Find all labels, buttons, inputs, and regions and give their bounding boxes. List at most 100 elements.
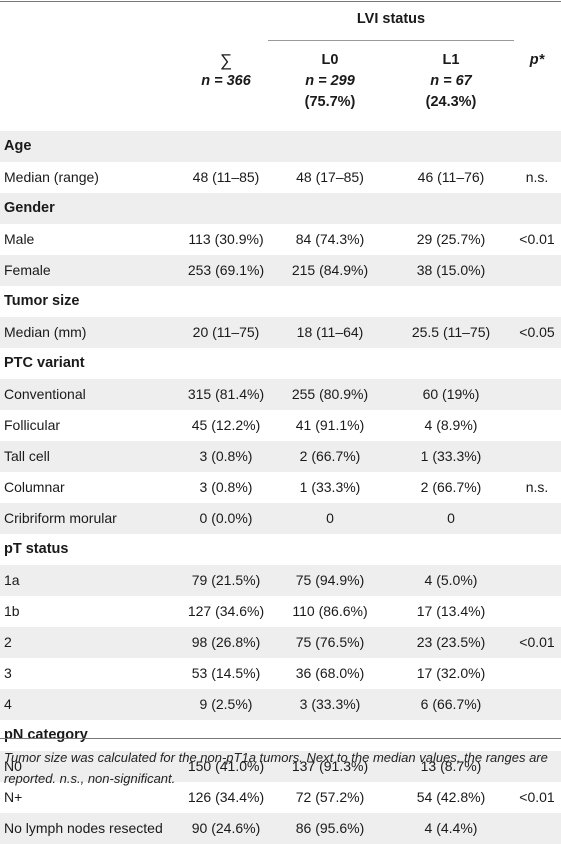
table-row: Follicular 45 (12.2%) 41 (91.1%) 4 (8.9%) <box>0 410 561 441</box>
l0-cell: 75 (76.5%) <box>295 634 365 650</box>
row-label: 4 <box>4 696 12 712</box>
bottom-rule <box>0 738 561 739</box>
table-row: Median (range) 48 (11–85) 48 (17–85) 46 (11… <box>0 162 561 193</box>
total-cell: 315 (81.4%) <box>187 386 265 402</box>
l1-cell: 2 (66.7%) <box>420 479 482 495</box>
total-n: n = 366 <box>201 73 251 89</box>
l0-cell: 255 (80.9%) <box>291 386 369 402</box>
l1-cell: 17 (13.4%) <box>416 603 486 619</box>
p-value-cell <box>514 689 560 720</box>
l1-cell: 23 (23.5%) <box>416 634 486 650</box>
l0-cell: 215 (84.9%) <box>291 262 369 278</box>
section-header-row: Age <box>0 131 561 162</box>
total-cell: 253 (69.1%) <box>187 262 265 278</box>
lvi-status-underline <box>268 40 514 41</box>
row-label: Median (range) <box>4 169 99 185</box>
table-row: Cribriform morular 0 (0.0%) 0 0 <box>0 503 561 534</box>
total-cell: 20 (11–75) <box>192 324 260 340</box>
l0-cell: 3 (33.3%) <box>299 696 361 712</box>
l1-cell: 17 (32.0%) <box>416 665 486 681</box>
p-value-cell: n.s. <box>525 479 549 495</box>
lvi-status-header: LVI status <box>356 11 426 27</box>
total-cell: 0 (0.0%) <box>199 510 253 526</box>
p-value-cell <box>514 813 560 844</box>
row-label: Conventional <box>4 386 86 402</box>
row-label: Columnar <box>4 479 65 495</box>
l0-cell: 41 (91.1%) <box>295 417 365 433</box>
top-rule <box>0 1 561 2</box>
total-cell: 3 (0.8%) <box>199 448 253 464</box>
row-label: Tall cell <box>4 448 50 464</box>
section-label: Age <box>4 138 32 154</box>
row-label: 1a <box>4 572 20 588</box>
section-header-row: PTC variant <box>0 348 561 379</box>
p-value-cell: n.s. <box>525 169 549 185</box>
total-cell: 90 (24.6%) <box>191 820 261 836</box>
l1-cell: 4 (8.9%) <box>424 417 478 433</box>
row-label: Female <box>4 262 51 278</box>
l1-cell: 60 (19%) <box>422 386 480 402</box>
l1-cell: 0 <box>447 510 455 526</box>
p-value-cell <box>514 441 560 472</box>
table-row: Tall cell 3 (0.8%) 2 (66.7%) 1 (33.3%) <box>0 441 561 472</box>
total-cell: 45 (12.2%) <box>191 417 261 433</box>
row-label: Cribriform morular <box>4 510 117 526</box>
total-cell: 3 (0.8%) <box>199 479 253 495</box>
l0-cell: 48 (17–85) <box>296 169 364 185</box>
l1-header: L1 <box>442 52 460 68</box>
section-label: PTC variant <box>4 355 85 371</box>
l1-percent: (24.3%) <box>425 94 477 110</box>
total-symbol: ∑ <box>219 51 233 70</box>
p-value-cell <box>514 503 560 534</box>
row-label: Male <box>4 231 35 247</box>
l0-cell: 0 <box>326 510 334 526</box>
table-row: Conventional 315 (81.4%) 255 (80.9%) 60 (19… <box>0 379 561 410</box>
l0-n: n = 299 <box>305 73 355 89</box>
l0-cell: 137 (91.3%) <box>291 758 369 774</box>
l0-cell: 18 (11–64) <box>296 324 364 340</box>
row-label: N0 <box>4 758 22 774</box>
p-value-cell <box>514 565 560 596</box>
l0-cell: 2 (66.7%) <box>299 448 361 464</box>
p-value-cell <box>514 410 560 441</box>
row-label: No lymph nodes resected <box>4 820 163 836</box>
section-header-row: Tumor size <box>0 286 561 317</box>
p-value-cell <box>514 596 560 627</box>
table-footnote: Tumor size was calculated for the non-pT… <box>4 750 548 786</box>
row-label: 1b <box>4 603 20 619</box>
section-label: pT status <box>4 541 69 557</box>
row-label: 3 <box>4 665 12 681</box>
l0-percent: (75.7%) <box>304 94 356 110</box>
total-cell: 48 (11–85) <box>192 169 260 185</box>
p-value-cell <box>514 379 560 410</box>
total-cell: 127 (34.6%) <box>187 603 265 619</box>
l1-cell: 6 (66.7%) <box>420 696 482 712</box>
l1-cell: 1 (33.3%) <box>420 448 482 464</box>
total-cell: 53 (14.5%) <box>191 665 261 681</box>
l0-header: L0 <box>321 52 339 68</box>
table-row: Female 253 (69.1%) 215 (84.9%) 38 (15.0%) <box>0 255 561 286</box>
p-value-cell <box>514 255 560 286</box>
l1-cell: 4 (5.0%) <box>424 572 478 588</box>
table-row: N0 150 (41.0%) 137 (91.3%) 13 (8.7%) <box>0 751 561 782</box>
l0-cell: 110 (86.6%) <box>292 603 368 619</box>
l1-cell: 4 (4.4%) <box>424 820 478 836</box>
l0-cell: 1 (33.3%) <box>299 479 361 495</box>
l1-cell: 13 (8.7%) <box>420 758 482 774</box>
p-value-cell <box>514 658 560 689</box>
total-cell: 98 (26.8%) <box>191 634 261 650</box>
l0-cell: 36 (68.0%) <box>295 665 365 681</box>
p-value-cell: <0.01 <box>519 634 555 650</box>
p-value-cell: <0.01 <box>519 231 555 247</box>
l0-cell: 84 (74.3%) <box>295 231 365 247</box>
l1-cell: 25.5 (11–75) <box>411 324 491 340</box>
table-row: No lymph nodes resected 90 (24.6%) 86 (95.… <box>0 813 561 844</box>
section-header-row: pT status <box>0 534 561 565</box>
row-label: Follicular <box>4 417 61 433</box>
l1-cell: 29 (25.7%) <box>416 231 486 247</box>
table-row: Columnar 3 (0.8%) 1 (33.3%) 2 (66.7%) n.s. <box>0 472 561 503</box>
section-label: pN category <box>4 727 88 743</box>
row-label: 2 <box>4 634 12 650</box>
table-row: 1a 79 (21.5%) 75 (94.9%) 4 (5.0%) <box>0 565 561 596</box>
